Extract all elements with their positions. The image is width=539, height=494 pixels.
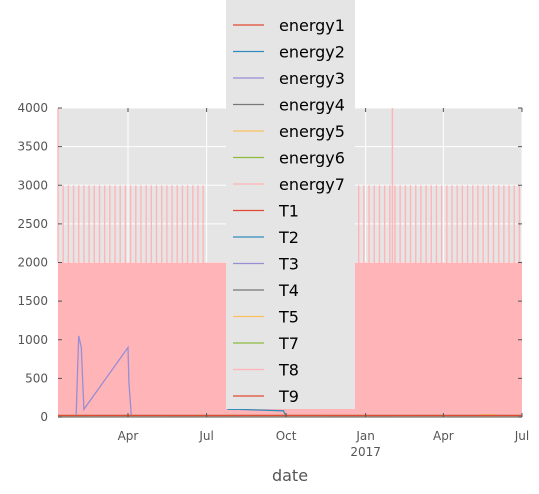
- y-tick-label: 1500: [17, 294, 48, 308]
- legend: energy1 energy2 energy3 energy4 energy5 energ…: [226, 0, 355, 409]
- legend-label: T7: [278, 334, 299, 353]
- series-line-energy2: [227, 408, 287, 418]
- x-tick-label: Apr: [433, 429, 454, 443]
- y-tick-label: 3000: [17, 178, 48, 192]
- x-tick-sublabel: 2017: [350, 445, 381, 459]
- x-tick-labels: Apr Jul Oct Jan 2017 Apr Jul: [118, 429, 530, 459]
- legend-label: T4: [278, 281, 299, 300]
- x-tick-label: Oct: [276, 429, 297, 443]
- y-tick-label: 4000: [17, 101, 48, 115]
- y-tick-label: 2500: [17, 217, 48, 231]
- legend-label: T8: [278, 361, 299, 380]
- legend-label: energy5: [279, 122, 345, 141]
- x-tick-label: Jul: [198, 429, 213, 443]
- legend-label: energy4: [279, 96, 345, 115]
- x-tick-label: Jan: [355, 429, 375, 443]
- legend-label: energy6: [279, 149, 345, 168]
- legend-label: T5: [278, 308, 299, 327]
- axis-ticks: [58, 107, 523, 418]
- y-tick-label: 3500: [17, 140, 48, 154]
- legend-label: T3: [278, 255, 299, 274]
- legend-label: energy2: [279, 43, 345, 62]
- legend-label: energy1: [279, 16, 345, 35]
- legend-label: T2: [278, 228, 299, 247]
- legend-label: energy3: [279, 69, 345, 88]
- x-tick-label: Apr: [118, 429, 139, 443]
- y-tick-label: 0: [40, 410, 48, 424]
- x-tick-label: Jul: [514, 429, 529, 443]
- y-tick-label: 500: [25, 371, 48, 385]
- x-axis-label: date: [272, 466, 308, 485]
- legend-label: energy7: [279, 175, 345, 194]
- legend-label: T9: [278, 387, 299, 406]
- legend-label: T1: [278, 202, 299, 221]
- y-tick-label: 1000: [17, 333, 48, 347]
- legend-box: [226, 0, 355, 409]
- y-tick-label: 2000: [17, 256, 48, 270]
- series-line-energy3: [75, 335, 133, 418]
- y-tick-labels: 0 500 1000 1500 2000 2500 3000 3500 4000: [17, 101, 48, 424]
